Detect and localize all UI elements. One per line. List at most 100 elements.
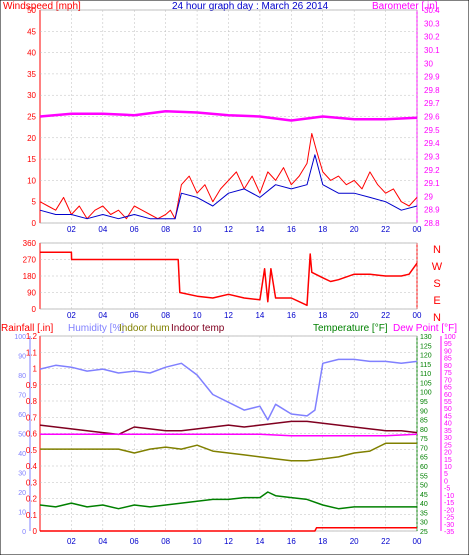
wind-direction-line: [40, 251, 418, 307]
rainfall-line: [40, 527, 417, 532]
compass-label: N: [433, 244, 441, 256]
x-tick-label: 02: [67, 225, 76, 234]
x-tick-label: 22: [381, 311, 390, 320]
humidity-tick-label: 70: [18, 393, 26, 400]
temperature-tick-label: 45: [420, 492, 428, 499]
x-tick-label: 18: [318, 537, 327, 546]
dewpoint-tick-label: 100: [444, 334, 456, 341]
temperature-tick-label: 85: [420, 418, 428, 425]
temperature-tick-label: 65: [420, 455, 428, 462]
rainfall-tick-label: 0.8: [26, 397, 38, 406]
direction-tick-label: 0: [32, 305, 37, 314]
average-windspeed-line: [39, 154, 418, 220]
humidity-tick-label: 90: [18, 354, 26, 361]
dewpoint-tick-label: 85: [444, 356, 452, 363]
temperature-tick-label: 70: [420, 445, 428, 452]
rainfall-tick-label: 1.1: [26, 348, 38, 357]
barometer-tick-label: 29.1: [424, 179, 440, 188]
indoor-temp-line: [39, 420, 418, 436]
dewpoint-tick-label: 15: [444, 457, 452, 464]
barometer-tick-label: 28.8: [424, 219, 440, 228]
x-tick-label: 10: [193, 537, 202, 546]
barometer-tick-label: 30.4: [424, 6, 440, 15]
x-tick-label: 16: [287, 225, 296, 234]
temperature-tick-label: 90: [420, 408, 428, 415]
temperature-tick-label: 100: [420, 390, 432, 397]
x-tick-label: 14: [255, 311, 264, 320]
x-tick-label: 18: [318, 311, 327, 320]
x-tick-label: 00: [413, 311, 422, 320]
x-tick-label: 18: [318, 225, 327, 234]
dewpoint-tick-label: 65: [444, 385, 452, 392]
barometer-tick-label: 29.8: [424, 86, 440, 95]
barometer-title: Barometer [.in]: [372, 1, 438, 12]
rainfall-tick-label: 1.2: [26, 332, 38, 341]
temperature-tick-label: 30: [420, 520, 428, 527]
x-tick-label: 04: [98, 311, 107, 320]
x-tick-label: 10: [193, 311, 202, 320]
rainfall-tick-label: 0.1: [26, 511, 38, 520]
x-tick-label: 22: [381, 537, 390, 546]
windspeed-tick-label: 50: [27, 6, 36, 15]
dewpoint-tick-label: 30: [444, 435, 452, 442]
barometer-line: [39, 109, 418, 122]
dewpoint-tick-label: 95: [444, 341, 452, 348]
dewpoint-tick-label: 35: [444, 428, 452, 435]
x-tick-label: 16: [287, 311, 296, 320]
x-tick-label: 02: [67, 537, 76, 546]
x-tick-label: 22: [381, 225, 390, 234]
windspeed-line: [39, 133, 418, 220]
barometer-tick-label: 28.9: [424, 206, 440, 215]
temperature-tick-label: 35: [420, 510, 428, 517]
compass-label: W: [432, 261, 443, 273]
barometer-tick-label: 30.1: [424, 46, 440, 55]
windspeed-title: Windspeed [mph]: [3, 1, 81, 12]
direction-tick-label: 270: [23, 256, 37, 265]
dewpoint-tick-label: 75: [444, 370, 452, 377]
barometer-tick-label: 29.7: [424, 99, 440, 108]
barometer-tick-label: 29.9: [424, 73, 440, 82]
x-tick-label: 20: [350, 311, 359, 320]
indoor-hum-legend-label: Indoor hum: [119, 323, 170, 334]
dewpoint-tick-label: -35: [444, 529, 454, 536]
dewpoint-tick-label: 10: [444, 464, 452, 471]
humidity-tick-label: 20: [18, 490, 26, 497]
x-tick-label: 08: [161, 225, 170, 234]
dewpoint-tick-label: 0: [444, 478, 448, 485]
temperature-tick-label: 125: [420, 343, 432, 350]
barometer-tick-label: 29.4: [424, 139, 440, 148]
x-tick-label: 00: [413, 537, 422, 546]
x-tick-label: 14: [255, 225, 264, 234]
barometer-tick-label: 29.2: [424, 166, 440, 175]
humidity-legend-label: Humidity [%]: [68, 323, 124, 334]
humidity-tick-label: 60: [18, 412, 26, 419]
temperature-tick-label: 40: [420, 501, 428, 508]
graph-date-title: 24 hour graph day : March 26 2014: [172, 1, 329, 12]
rainfall-tick-label: 0.6: [26, 430, 38, 439]
humidity-tick-label: 10: [18, 510, 26, 517]
temperature-tick-label: 25: [420, 529, 428, 536]
barometer-tick-label: 29: [424, 192, 433, 201]
x-tick-label: 06: [130, 311, 139, 320]
dewpoint-tick-label: 5: [444, 471, 448, 478]
temperature-tick-label: 80: [420, 427, 428, 434]
x-tick-label: 08: [161, 537, 170, 546]
x-tick-label: 04: [98, 225, 107, 234]
direction-tick-label: 360: [23, 239, 37, 248]
x-tick-label: 10: [193, 225, 202, 234]
humidity-tick-label: 50: [18, 432, 26, 439]
dew-point-line: [40, 433, 418, 437]
x-tick-label: 02: [67, 311, 76, 320]
direction-tick-label: 180: [23, 272, 37, 281]
x-tick-label: 08: [161, 311, 170, 320]
x-tick-label: 16: [287, 537, 296, 546]
humidity-tick-label: 30: [18, 471, 26, 478]
rainfall-tick-label: 0.4: [26, 462, 38, 471]
dewpoint-tick-label: 70: [444, 377, 452, 384]
windspeed-tick-label: 15: [27, 155, 36, 164]
compass-label: E: [433, 295, 440, 307]
rainfall-tick-label: 0.2: [26, 495, 38, 504]
dewpoint-tick-label: -10: [444, 493, 454, 500]
dewpoint-tick-label: 25: [444, 442, 452, 449]
dewpoint-tick-label: -25: [444, 515, 454, 522]
